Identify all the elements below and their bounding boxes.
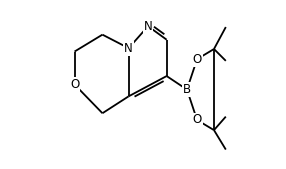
Text: O: O xyxy=(192,53,202,66)
Text: O: O xyxy=(70,78,79,91)
Text: O: O xyxy=(192,114,202,126)
Text: N: N xyxy=(144,20,152,33)
Text: B: B xyxy=(183,83,191,96)
Text: N: N xyxy=(124,42,133,55)
